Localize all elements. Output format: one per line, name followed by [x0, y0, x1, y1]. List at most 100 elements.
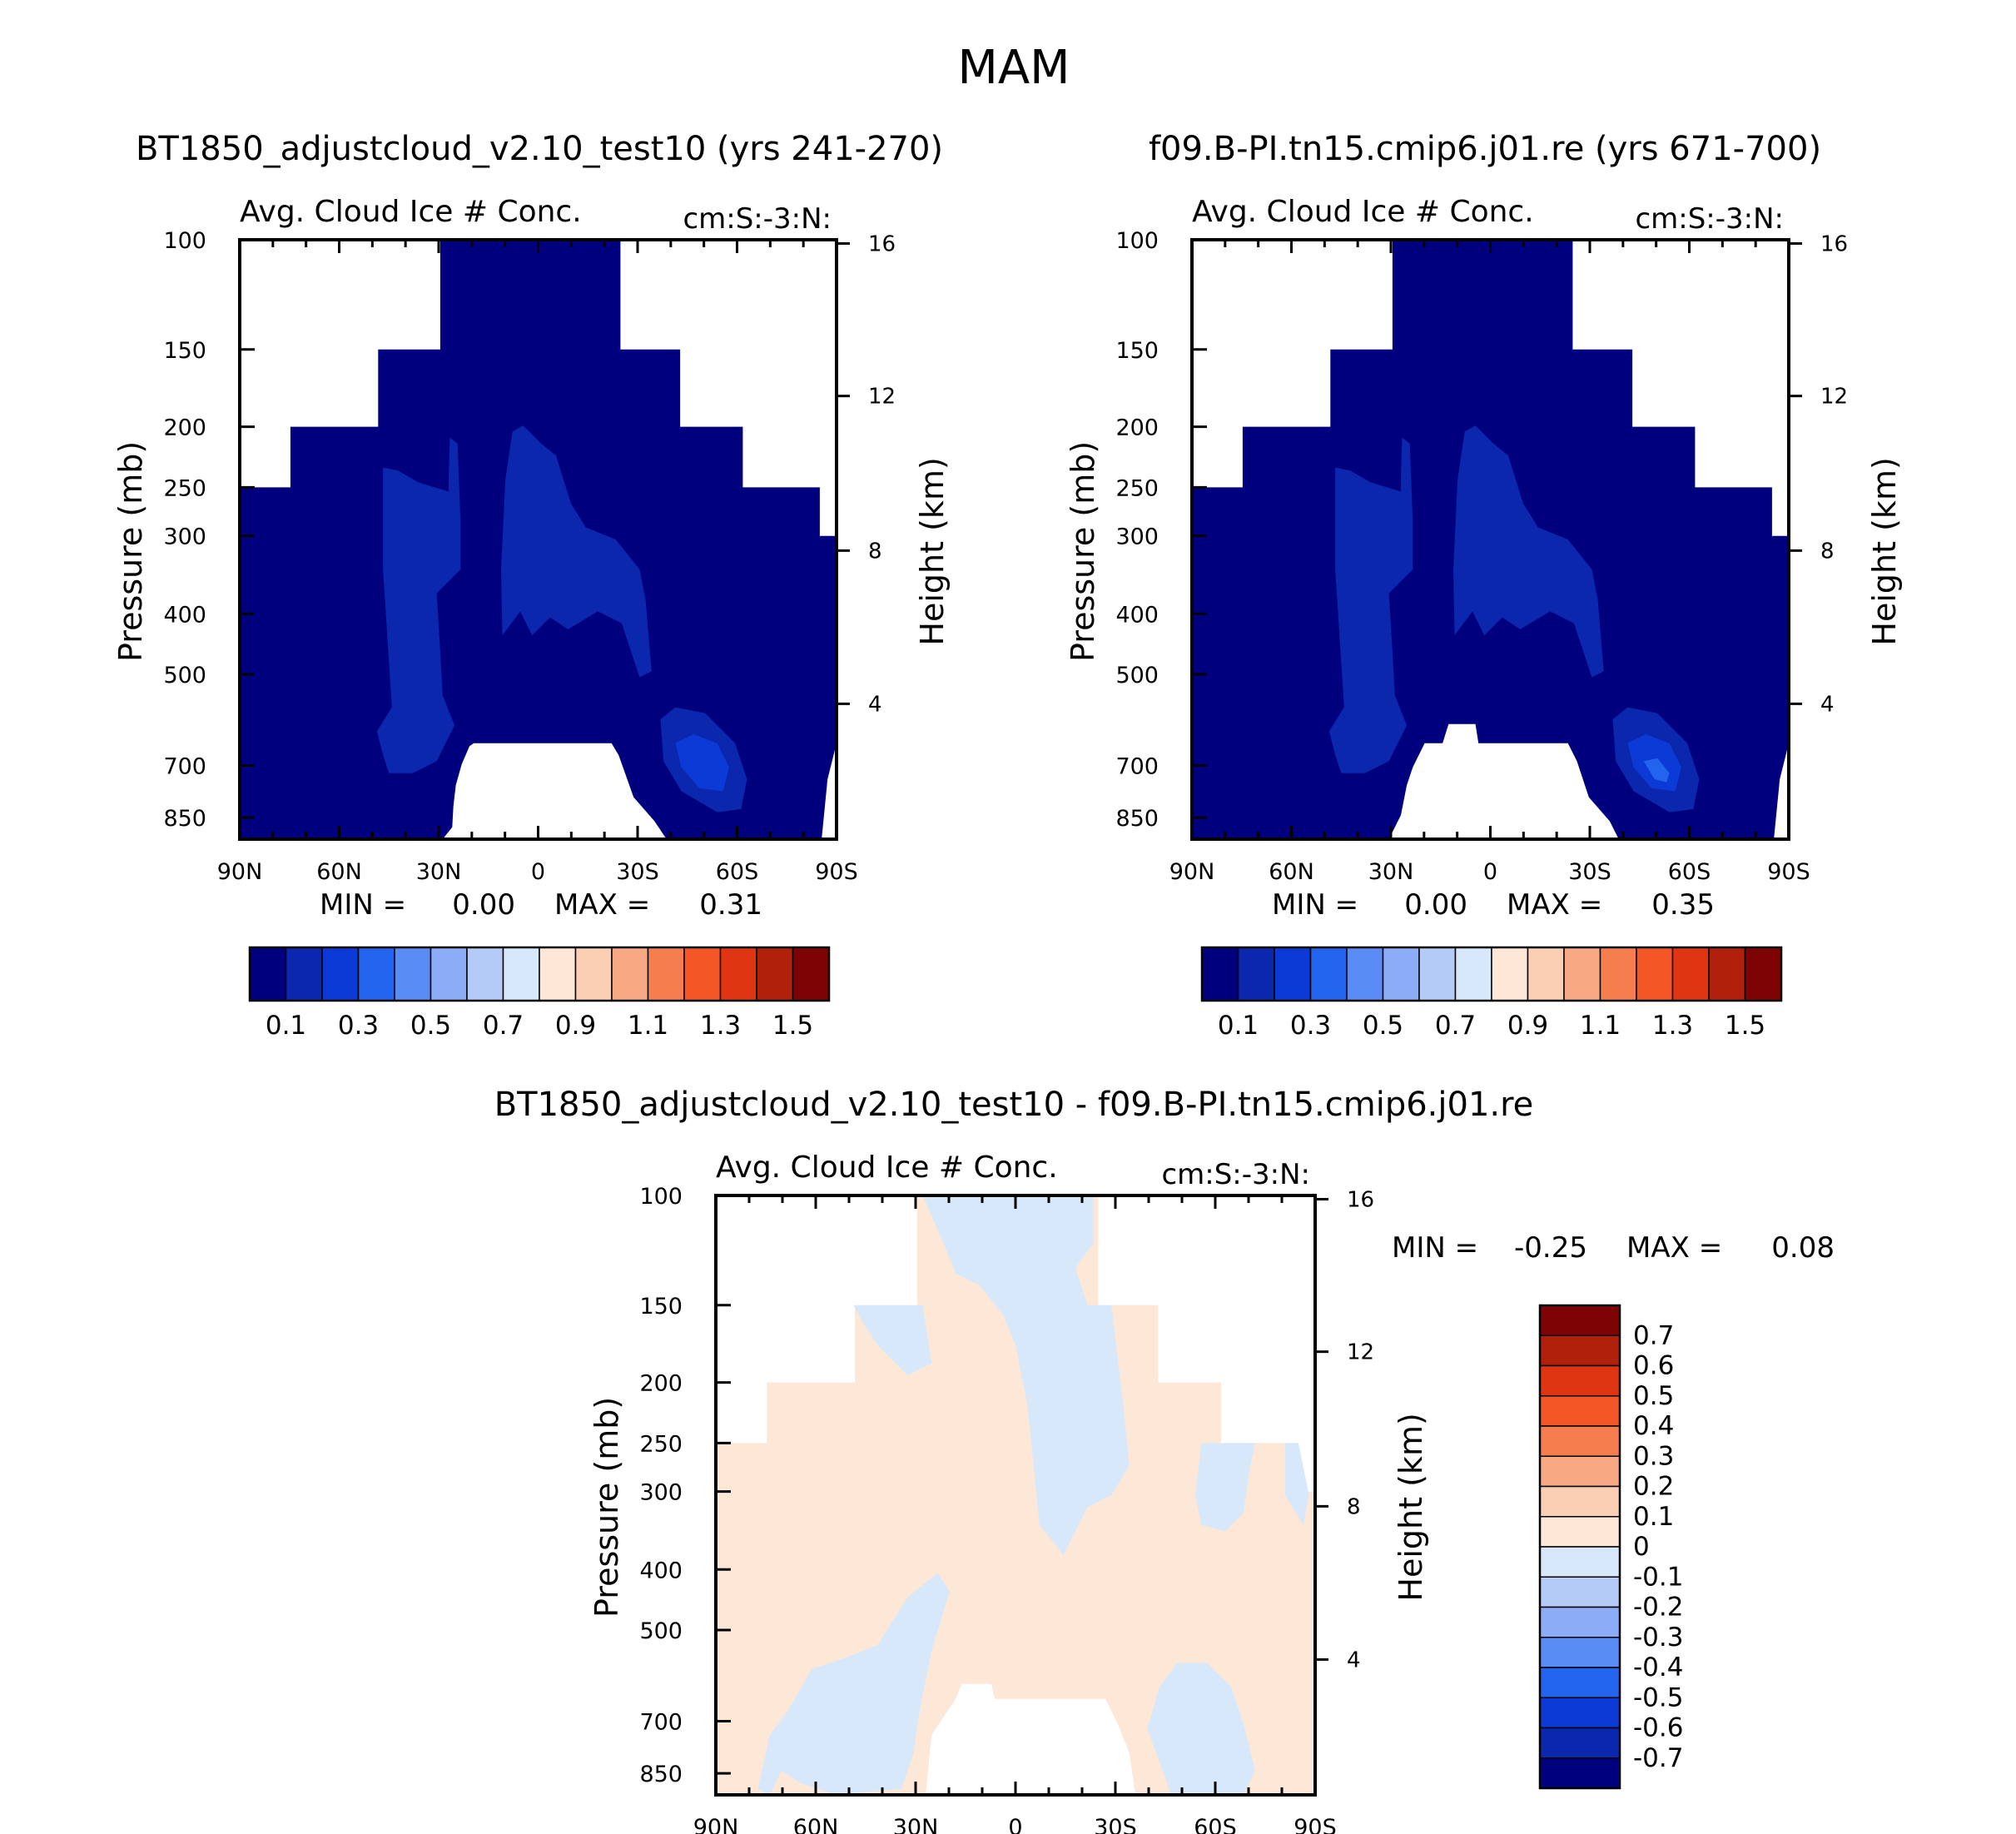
colorbar-label: 0.1 — [1633, 1502, 1674, 1532]
colorbar-swatch — [611, 947, 649, 1001]
y-tick-label: 200 — [1115, 415, 1159, 441]
y-tick-label: 300 — [163, 524, 206, 550]
colorbar-swatch — [1539, 1485, 1621, 1518]
y-tick-label: 300 — [1115, 524, 1159, 550]
colorbar-swatch — [1539, 1334, 1621, 1367]
diff-neg-pole — [1285, 1443, 1309, 1525]
colorbar-swatch — [1539, 1425, 1621, 1457]
y-tick-label: 150 — [639, 1294, 683, 1320]
colorbar-label: 0.9 — [1507, 1011, 1548, 1041]
panel-subtitle-left: Avg. Cloud Ice # Conc. — [1192, 195, 1534, 229]
colorbar-swatch — [1539, 1305, 1621, 1336]
y2-tick-label: 4 — [868, 692, 882, 717]
panel-subtitle-left: Avg. Cloud Ice # Conc. — [716, 1151, 1058, 1185]
y2-tick-label: 4 — [1347, 1648, 1361, 1672]
x-tick-label: 0 — [1008, 1815, 1022, 1834]
colorbar-swatch — [321, 947, 360, 1001]
x-tick-label: 0 — [1483, 859, 1497, 885]
y-axis-label: Pressure (mb) — [112, 441, 149, 662]
colorbar-label: 1.5 — [772, 1011, 813, 1041]
colorbar-swatch — [1454, 947, 1492, 1001]
colorbar-swatch — [1539, 1667, 1621, 1698]
y-tick-label: 200 — [163, 415, 206, 441]
colorbar-label: 0.7 — [483, 1011, 524, 1041]
axes-panel-diff: 90N 60N 30N 0 30S 60S 90S 100 150 200 250 300 400 500… — [494, 1086, 1534, 1834]
field-region-tropics — [501, 425, 652, 678]
colorbar-label: 1.1 — [1580, 1011, 1621, 1041]
colorbar-swatch — [1418, 947, 1457, 1001]
y2-axis-label: Height (km) — [1866, 457, 1903, 645]
stat-max-value: 0.31 — [699, 888, 762, 922]
colorbar-swatch — [1491, 947, 1529, 1001]
colorbar-label: 0.9 — [555, 1011, 596, 1041]
y-tick-label: 400 — [163, 602, 206, 628]
y-axis-label: Pressure (mb) — [1065, 441, 1101, 662]
colorbar-swatch — [1539, 1757, 1621, 1789]
colorbar-swatch — [285, 947, 323, 1001]
y2-tick-label: 8 — [868, 539, 882, 564]
field-region-tropics — [1453, 425, 1604, 678]
plot-area-panel-b — [1190, 238, 1790, 841]
field-region-sh-max — [1643, 758, 1670, 783]
colorbar-swatch — [1274, 947, 1312, 1001]
x-tick-label: 60S — [1668, 859, 1711, 885]
colorbar-label: 1.5 — [1725, 1011, 1765, 1041]
colorbar-frame — [1200, 946, 1783, 1002]
colorbar-swatch — [357, 947, 395, 1001]
colorbar-panel-a: 0.1 0.3 0.5 0.7 0.9 1.1 1.3 1.5 — [248, 946, 831, 1041]
colorbar-label: -0.3 — [1633, 1623, 1684, 1653]
colorbar-swatch — [1539, 1455, 1621, 1488]
colorbar-label: 0.5 — [1363, 1011, 1403, 1041]
colorbar-swatch — [1671, 947, 1710, 1001]
x-tick-label: 90S — [815, 859, 858, 885]
colorbar-swatch — [1636, 947, 1674, 1001]
colorbar-label: 0.2 — [1633, 1472, 1674, 1502]
x-tick-label: 90N — [693, 1815, 739, 1834]
field-region-nh — [376, 437, 461, 773]
y-tick-label: 700 — [1115, 753, 1159, 779]
y-tick-label: 500 — [163, 663, 206, 688]
colorbar-label: -0.2 — [1633, 1593, 1684, 1623]
y-tick-label: 150 — [163, 338, 206, 364]
colorbar-label: -0.4 — [1633, 1653, 1684, 1682]
axes-panel-b: 90N 60N 30N 0 30S 60S 90S 100 150 200 250 300 400 500… — [1065, 130, 1903, 885]
x-tick-label: 30N — [1368, 859, 1414, 885]
topography-mask — [1388, 723, 1619, 839]
x-tick-label: 30S — [1094, 1815, 1137, 1834]
colorbar-swatch — [683, 947, 722, 1001]
field-region-nh — [1328, 437, 1413, 773]
y-tick-label: 700 — [639, 1709, 683, 1735]
x-tick-label: 90N — [217, 859, 263, 885]
y2-tick-label: 16 — [868, 231, 896, 256]
stats-panel-b: MIN = 0.00 MAX = 0.35 — [1272, 888, 1715, 922]
stat-max-value: 0.08 — [1771, 1231, 1835, 1265]
topography-mask — [926, 1683, 1135, 1795]
colorbar-label: -0.6 — [1633, 1713, 1684, 1743]
stat-max-label: MAX = — [554, 888, 650, 922]
colorbar-swatch — [1539, 1364, 1621, 1397]
colorbar-swatch — [1539, 1637, 1621, 1668]
x-tick-label: 60N — [793, 1815, 839, 1834]
colorbar-swatch — [249, 947, 287, 1001]
stat-min-value: 0.00 — [1404, 888, 1467, 922]
colorbar-swatch — [574, 947, 613, 1001]
colorbar-label: 0.5 — [410, 1011, 451, 1041]
colorbar-swatch — [1708, 947, 1746, 1001]
colorbar-panel-diff: 0.70.60.50.40.30.20.10-0.1-0.2-0.3-0.4-0… — [1538, 1304, 1684, 1790]
y-tick-label: 250 — [1115, 475, 1159, 501]
colorbar-swatch — [1382, 947, 1420, 1001]
colorbar-label: 0.4 — [1633, 1411, 1674, 1441]
panel-subtitle-right: cm:S:-3:N: — [1635, 202, 1784, 236]
colorbar-label: 0.7 — [1435, 1011, 1476, 1041]
colorbar-label: 1.1 — [628, 1011, 668, 1041]
colorbar-swatch — [1309, 947, 1348, 1001]
stat-max-value: 0.35 — [1651, 888, 1715, 922]
colorbar-frame — [1538, 1304, 1621, 1790]
colorbar-swatch — [647, 947, 685, 1001]
x-tick-label: 60S — [1194, 1815, 1237, 1834]
plot-area-panel-a — [238, 238, 838, 841]
x-tick-label: 0 — [531, 859, 545, 885]
colorbar-swatch — [1539, 1576, 1621, 1608]
stat-min-value: -0.25 — [1514, 1231, 1587, 1265]
y2-tick-label: 16 — [1820, 231, 1848, 256]
